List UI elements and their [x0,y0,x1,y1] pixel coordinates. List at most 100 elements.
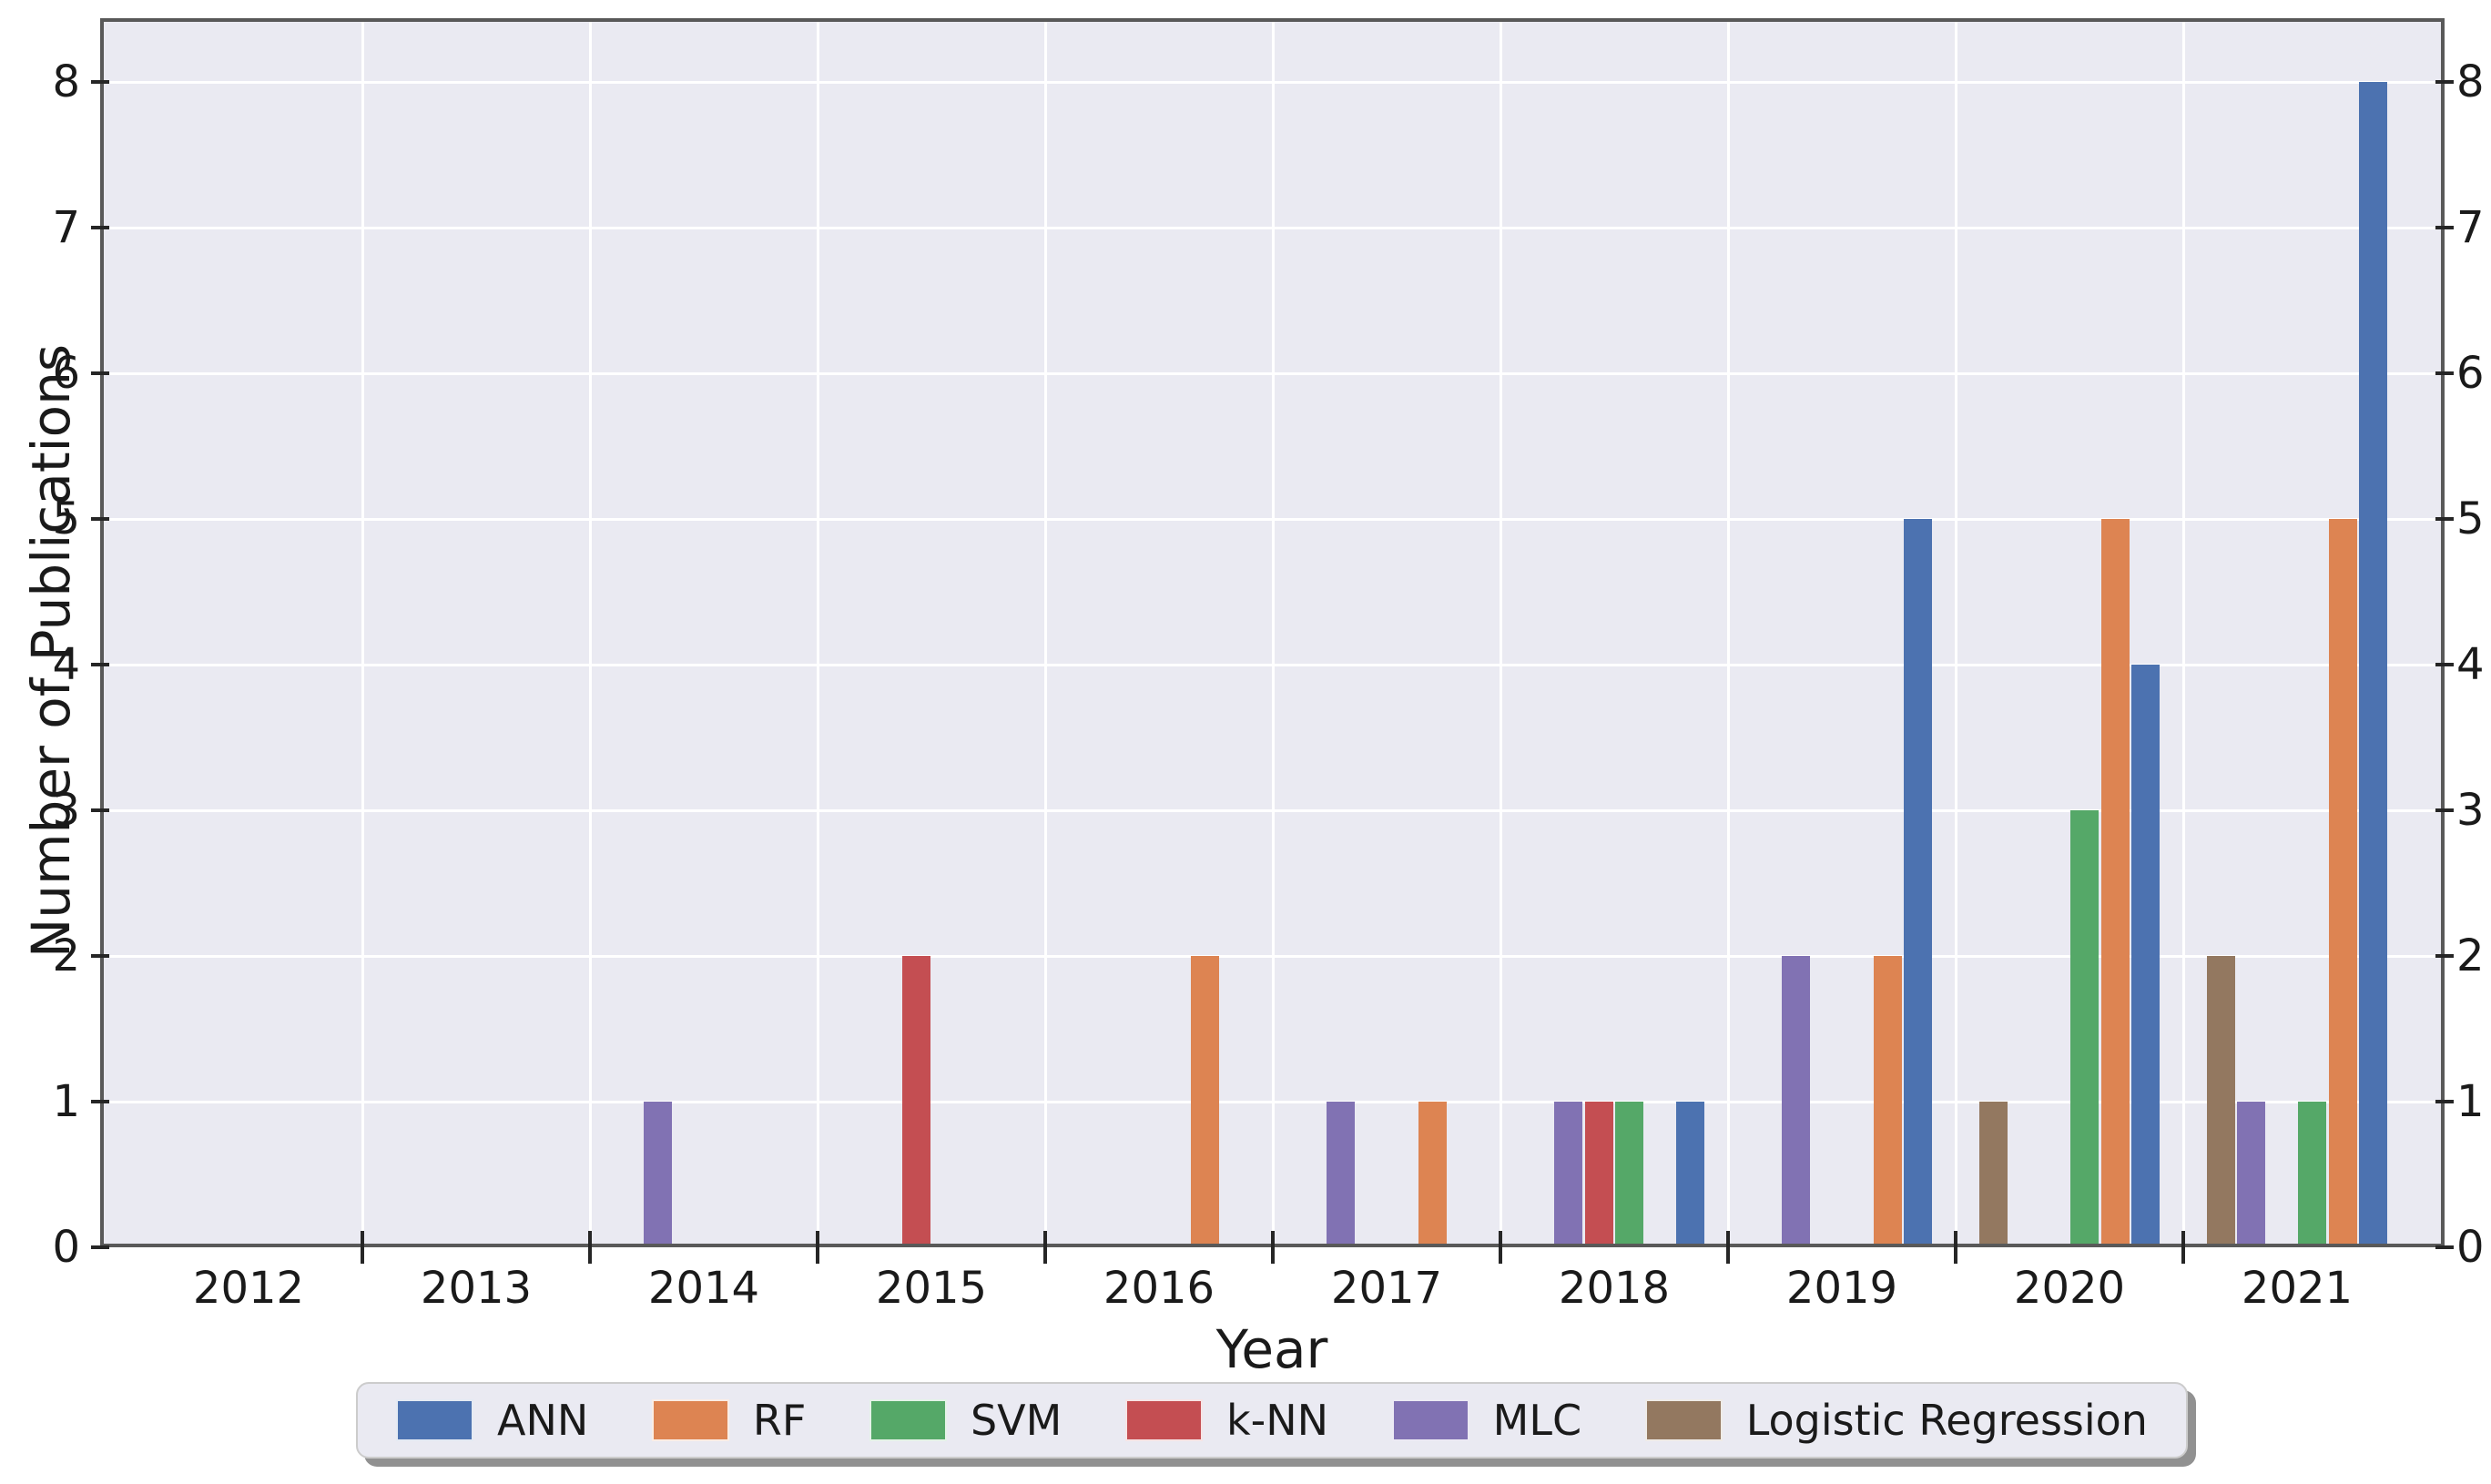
y-tick-mark-left-5 [91,517,109,521]
x-tick-label-2016: 2016 [1103,1263,1215,1314]
y-tick-label-left-0: 0 [52,1222,80,1273]
y-tick-mark-right-6 [2435,371,2454,375]
legend-label: k-NN [1225,1396,1329,1445]
y-tick-mark-left-7 [91,226,109,229]
x-tick-mark [2181,1231,2185,1264]
y-tick-label-left-6: 6 [52,348,80,399]
y-tick-mark-right-5 [2435,517,2454,521]
x-tick-label-2015: 2015 [875,1263,988,1314]
y-tick-mark-right-7 [2435,226,2454,229]
y-tick-mark-left-3 [91,808,109,812]
bar-svm-2018 [1615,1102,1644,1247]
y-tick-label-right-3: 3 [2456,785,2485,836]
gridline-x-boundary-9 [2181,18,2185,1247]
legend-entry-rf: RF [651,1396,807,1445]
y-tick-label-left-2: 2 [52,930,80,981]
bar-mlc-2014 [644,1102,673,1247]
y-tick-label-right-2: 2 [2456,930,2485,981]
gridline-x-boundary-8 [1954,18,1957,1247]
legend: ANN RF SVM k-NN MLC Logistic Regression [356,1382,2188,1459]
y-tick-label-right-6: 6 [2456,348,2485,399]
gridline-x-boundary-3 [816,18,819,1247]
bar-mlc-2017 [1327,1102,1356,1247]
bar-logistic-regression-2020 [1979,1102,2008,1247]
bar-rf-2016 [1190,956,1219,1247]
legend-label: SVM [970,1396,1062,1445]
x-tick-label-2014: 2014 [647,1263,760,1314]
x-tick-mark [816,1231,819,1264]
gridline-x-boundary-6 [1499,18,1502,1247]
bar-k-nn-2015 [901,956,930,1247]
legend-entry-svm: SVM [869,1399,1062,1441]
bar-mlc-2021 [2237,1102,2266,1247]
legend-entry-k-nn: k-NN [1124,1396,1329,1445]
gridline-x-boundary-5 [1271,18,1275,1247]
bar-ann-2020 [2131,665,2160,1247]
y-tick-label-right-4: 4 [2456,639,2485,690]
bar-mlc-2019 [1782,956,1811,1247]
x-tick-label-2017: 2017 [1330,1263,1443,1314]
y-tick-label-right-1: 1 [2456,1076,2485,1127]
y-tick-mark-left-1 [91,1100,109,1103]
y-tick-label-right-7: 7 [2456,202,2485,253]
x-tick-mark [1499,1231,1502,1264]
y-tick-mark-left-0 [91,1245,109,1249]
gridline-x-boundary-2 [588,18,592,1247]
legend-label: RF [752,1396,807,1445]
x-tick-label-2018: 2018 [1558,1263,1671,1314]
y-tick-mark-right-3 [2435,808,2454,812]
y-tick-mark-left-2 [91,954,109,958]
y-tick-mark-right-1 [2435,1100,2454,1103]
bar-rf-2021 [2328,519,2357,1247]
y-tick-mark-left-4 [91,663,109,666]
bar-ann-2021 [2359,82,2387,1247]
legend-swatch-icon [396,1399,473,1441]
legend-entry-ann: ANN [396,1399,588,1441]
x-tick-label-2012: 2012 [192,1263,305,1314]
bar-ann-2019 [1904,519,1932,1247]
legend-entry-mlc: MLC [1391,1396,1582,1445]
x-tick-mark [1726,1231,1730,1264]
bar-svm-2021 [2298,1102,2327,1247]
bar-svm-2020 [2070,810,2100,1247]
legend-label: Logistic Regression [1745,1396,2148,1445]
x-tick-label-2020: 2020 [2013,1263,2126,1314]
x-tick-mark [1954,1231,1957,1264]
x-tick-mark [1043,1231,1047,1264]
y-tick-label-left-3: 3 [52,785,80,836]
y-tick-label-right-5: 5 [2456,493,2485,544]
legend-swatch-icon [1644,1399,1723,1441]
legend-swatch-icon [1124,1399,1203,1441]
x-tick-mark [361,1231,364,1264]
gridline-x-boundary-1 [361,18,364,1247]
legend-swatch-icon [869,1399,947,1441]
y-tick-mark-right-8 [2435,80,2454,84]
gridline-x-boundary-7 [1726,18,1730,1247]
legend-swatch-icon [651,1399,729,1441]
legend-label: ANN [497,1396,589,1445]
bar-ann-2018 [1676,1102,1704,1247]
bar-rf-2020 [2100,519,2130,1247]
y-tick-mark-left-6 [91,371,109,375]
gridline-x-boundary-4 [1043,18,1047,1247]
y-tick-mark-left-8 [91,80,109,84]
bar-mlc-2018 [1554,1102,1583,1247]
x-tick-label-2019: 2019 [1785,1263,1898,1314]
legend-label: MLC [1492,1396,1582,1445]
y-tick-label-left-5: 5 [52,493,80,544]
legend-swatch-icon [1391,1399,1469,1441]
y-tick-label-right-0: 0 [2456,1222,2485,1273]
y-tick-label-left-1: 1 [52,1076,80,1127]
x-tick-mark [1271,1231,1275,1264]
x-axis-label: Year [1215,1318,1328,1380]
x-tick-mark [588,1231,592,1264]
bar-rf-2019 [1873,956,1902,1247]
y-tick-mark-right-0 [2435,1245,2454,1249]
y-tick-label-right-8: 8 [2456,56,2485,107]
y-axis-label: Number of Publications [20,343,82,959]
bar-logistic-regression-2021 [2207,956,2235,1247]
legend-entry-logistic-regression: Logistic Regression [1644,1396,2148,1445]
x-tick-label-2013: 2013 [420,1263,533,1314]
y-tick-label-left-4: 4 [52,639,80,690]
